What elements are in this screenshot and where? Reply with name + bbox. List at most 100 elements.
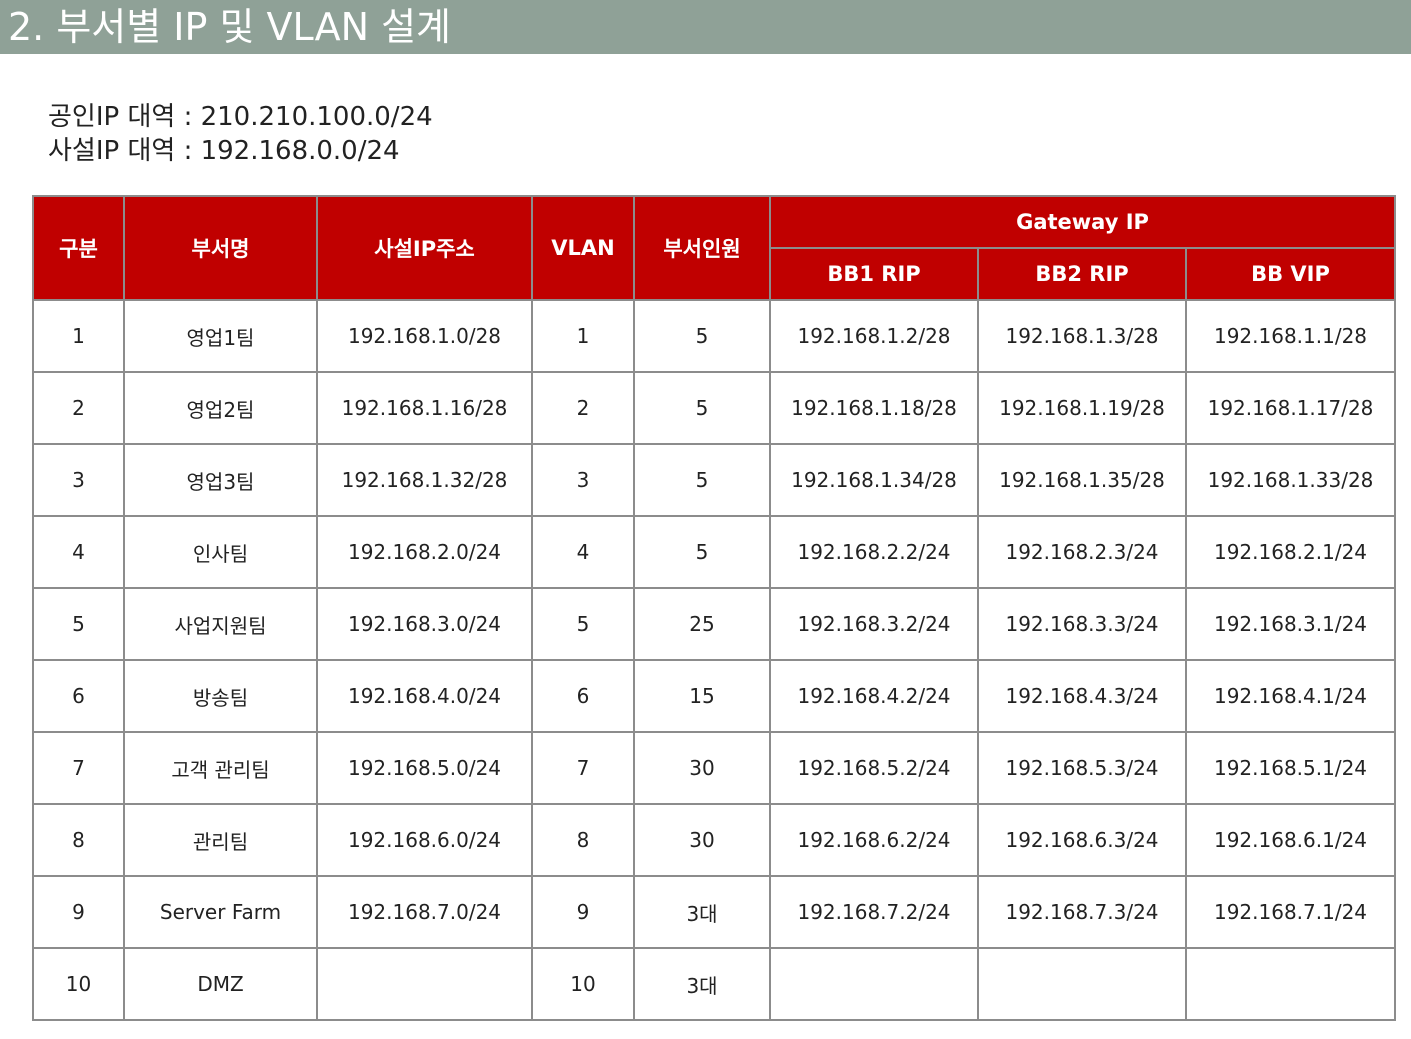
cell-staff: 5 [633,299,771,373]
cell-vlan: 6 [531,659,635,733]
table-row: 4 인사팀 192.168.2.0/24 4 5 192.168.2.2/24 192.16… [32,515,1397,589]
cell-no: 2 [32,371,125,445]
cell-bb-vip: 192.168.7.1/24 [1184,875,1397,949]
table-row: 6 방송팀 192.168.4.0/24 6 15 192.168.4.2/24 192.1… [32,659,1397,733]
cell-dept: Server Farm [123,875,318,949]
cell-dept: 고객 관리팀 [123,731,318,805]
cell-no: 4 [32,515,125,589]
cell-dept: 영업2팀 [123,371,318,445]
cell-bb-vip: 192.168.6.1/24 [1184,803,1397,877]
cell-subnet: 192.168.1.16/28 [316,371,533,445]
cell-vlan: 7 [531,731,635,805]
cell-subnet: 192.168.2.0/24 [316,515,533,589]
table-row: 10 DMZ 10 3대 [32,947,1397,1021]
cell-bb-vip [1184,947,1397,1021]
private-ip-label: 사설IP 대역 [48,136,176,166]
cell-no: 6 [32,659,125,733]
cell-staff: 30 [633,731,771,805]
cell-bb-vip: 192.168.1.33/28 [1184,443,1397,517]
cell-bb1-rip: 192.168.7.2/24 [769,875,979,949]
public-ip-range: 공인IP 대역 : 210.210.100.0/24 [48,100,433,134]
cell-staff: 3대 [633,947,771,1021]
cell-no: 9 [32,875,125,949]
table-header-row: 구분 부서명 사설IP주소 VLAN 부서인원 Gateway IP [32,195,1397,301]
cell-bb1-rip [769,947,979,1021]
header-bb1-rip: BB1 RIP [769,247,979,301]
table-row: 1 영업1팀 192.168.1.0/28 1 5 192.168.1.2/28 192.1… [32,299,1397,373]
table-subheader-row: BB1 RIP BB2 RIP BB VIP [33,247,1397,301]
ip-range-info: 공인IP 대역 : 210.210.100.0/24 사설IP 대역 : 192… [48,100,433,168]
cell-bb-vip: 192.168.4.1/24 [1184,659,1397,733]
separator: : [183,102,201,132]
cell-staff: 25 [633,587,771,661]
cell-no: 8 [32,803,125,877]
table-row: 2 영업2팀 192.168.1.16/28 2 5 192.168.1.18/28 192… [32,371,1397,445]
cell-bb2-rip: 192.168.4.3/24 [977,659,1187,733]
cell-staff: 3대 [633,875,771,949]
cell-no: 5 [32,587,125,661]
cell-bb2-rip: 192.168.5.3/24 [977,731,1187,805]
cell-vlan: 10 [531,947,635,1021]
cell-vlan: 4 [531,515,635,589]
header-subnet: 사설IP주소 [316,195,533,301]
title-bar: 2. 부서별 IP 및 VLAN 설계 [0,0,1411,54]
cell-subnet: 192.168.1.32/28 [316,443,533,517]
cell-bb1-rip: 192.168.6.2/24 [769,803,979,877]
table-row: 5 사업지원팀 192.168.3.0/24 5 25 192.168.3.2/24 192… [32,587,1397,661]
cell-subnet: 192.168.6.0/24 [316,803,533,877]
cell-staff: 5 [633,371,771,445]
cell-bb-vip: 192.168.2.1/24 [1184,515,1397,589]
cell-bb-vip: 192.168.5.1/24 [1184,731,1397,805]
table-body: 1 영업1팀 192.168.1.0/28 1 5 192.168.1.2/28 192.1… [32,299,1397,1021]
table-row: 9 Server Farm 192.168.7.0/24 9 3대 192.168.7.2… [32,875,1397,949]
header-no: 구분 [32,195,125,301]
header-vlan: VLAN [531,195,635,301]
cell-no: 7 [32,731,125,805]
cell-staff: 15 [633,659,771,733]
cell-subnet: 192.168.7.0/24 [316,875,533,949]
cell-bb2-rip: 192.168.3.3/24 [977,587,1187,661]
cell-vlan: 5 [531,587,635,661]
cell-bb2-rip: 192.168.1.3/28 [977,299,1187,373]
cell-bb-vip: 192.168.1.1/28 [1184,299,1397,373]
cell-bb2-rip: 192.168.2.3/24 [977,515,1187,589]
cell-dept: 방송팀 [123,659,318,733]
header-bb-vip: BB VIP [1184,247,1397,301]
header-staff: 부서인원 [633,195,771,301]
cell-bb1-rip: 192.168.1.34/28 [769,443,979,517]
private-ip-value: 192.168.0.0/24 [200,136,400,166]
cell-vlan: 3 [531,443,635,517]
cell-bb1-rip: 192.168.3.2/24 [769,587,979,661]
public-ip-label: 공인IP 대역 [48,102,176,132]
cell-dept: 영업3팀 [123,443,318,517]
cell-vlan: 1 [531,299,635,373]
cell-subnet: 192.168.1.0/28 [316,299,533,373]
public-ip-value: 210.210.100.0/24 [200,102,433,132]
cell-bb2-rip: 192.168.1.19/28 [977,371,1187,445]
cell-bb1-rip: 192.168.1.2/28 [769,299,979,373]
cell-no: 3 [32,443,125,517]
cell-no: 10 [32,947,125,1021]
private-ip-range: 사설IP 대역 : 192.168.0.0/24 [48,134,433,168]
cell-bb2-rip: 192.168.6.3/24 [977,803,1187,877]
cell-bb2-rip: 192.168.7.3/24 [977,875,1187,949]
header-dept: 부서명 [123,195,318,301]
cell-subnet: 192.168.5.0/24 [316,731,533,805]
table-row: 8 관리팀 192.168.6.0/24 8 30 192.168.6.2/24 192.1… [32,803,1397,877]
cell-staff: 30 [633,803,771,877]
cell-vlan: 8 [531,803,635,877]
header-gateway-ip: Gateway IP [768,195,1397,249]
cell-bb1-rip: 192.168.4.2/24 [769,659,979,733]
cell-dept: 관리팀 [123,803,318,877]
cell-bb2-rip [977,947,1187,1021]
cell-dept: 영업1팀 [123,299,318,373]
cell-dept: 인사팀 [123,515,318,589]
cell-dept: DMZ [123,947,318,1021]
cell-bb-vip: 192.168.1.17/28 [1184,371,1397,445]
cell-bb-vip: 192.168.3.1/24 [1184,587,1397,661]
cell-vlan: 9 [531,875,635,949]
cell-bb2-rip: 192.168.1.35/28 [977,443,1187,517]
cell-vlan: 2 [531,371,635,445]
cell-staff: 5 [633,443,771,517]
cell-bb1-rip: 192.168.2.2/24 [769,515,979,589]
